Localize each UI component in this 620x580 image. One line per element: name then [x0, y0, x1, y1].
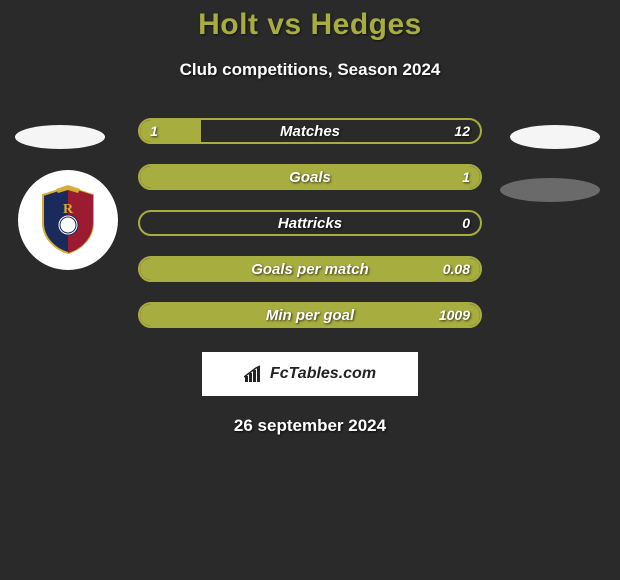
player-right-club-placeholder [500, 178, 600, 202]
stat-label: Min per goal [140, 304, 480, 326]
stat-row-goals-per-match: Goals per match 0.08 [138, 256, 482, 282]
stat-label: Hattricks [140, 212, 480, 234]
stat-right-value: 0 [462, 212, 470, 234]
stat-row-matches: 1 Matches 12 [138, 118, 482, 144]
stat-row-min-per-goal: Min per goal 1009 [138, 302, 482, 328]
player-left-avatar-placeholder [15, 125, 105, 149]
stat-right-value: 0.08 [443, 258, 470, 280]
stat-label: Matches [140, 120, 480, 142]
stat-label: Goals per match [140, 258, 480, 280]
stat-right-value: 1009 [439, 304, 470, 326]
rsl-crest-icon: R [38, 185, 98, 255]
stat-right-value: 12 [454, 120, 470, 142]
bar-chart-icon [244, 365, 266, 383]
stat-right-value: 1 [462, 166, 470, 188]
stat-row-hattricks: Hattricks 0 [138, 210, 482, 236]
player-right-avatar-placeholder [510, 125, 600, 149]
brand-watermark[interactable]: FcTables.com [202, 352, 418, 396]
date-label: 26 september 2024 [0, 416, 620, 436]
page-title: Holt vs Hedges [0, 8, 620, 42]
brand-text: FcTables.com [270, 365, 376, 383]
stat-row-goals: Goals 1 [138, 164, 482, 190]
subtitle: Club competitions, Season 2024 [0, 60, 620, 80]
player-left-club-badge: R [18, 170, 118, 270]
svg-text:R: R [63, 202, 74, 217]
comparison-card: Holt vs Hedges Club competitions, Season… [0, 0, 620, 436]
stat-label: Goals [140, 166, 480, 188]
